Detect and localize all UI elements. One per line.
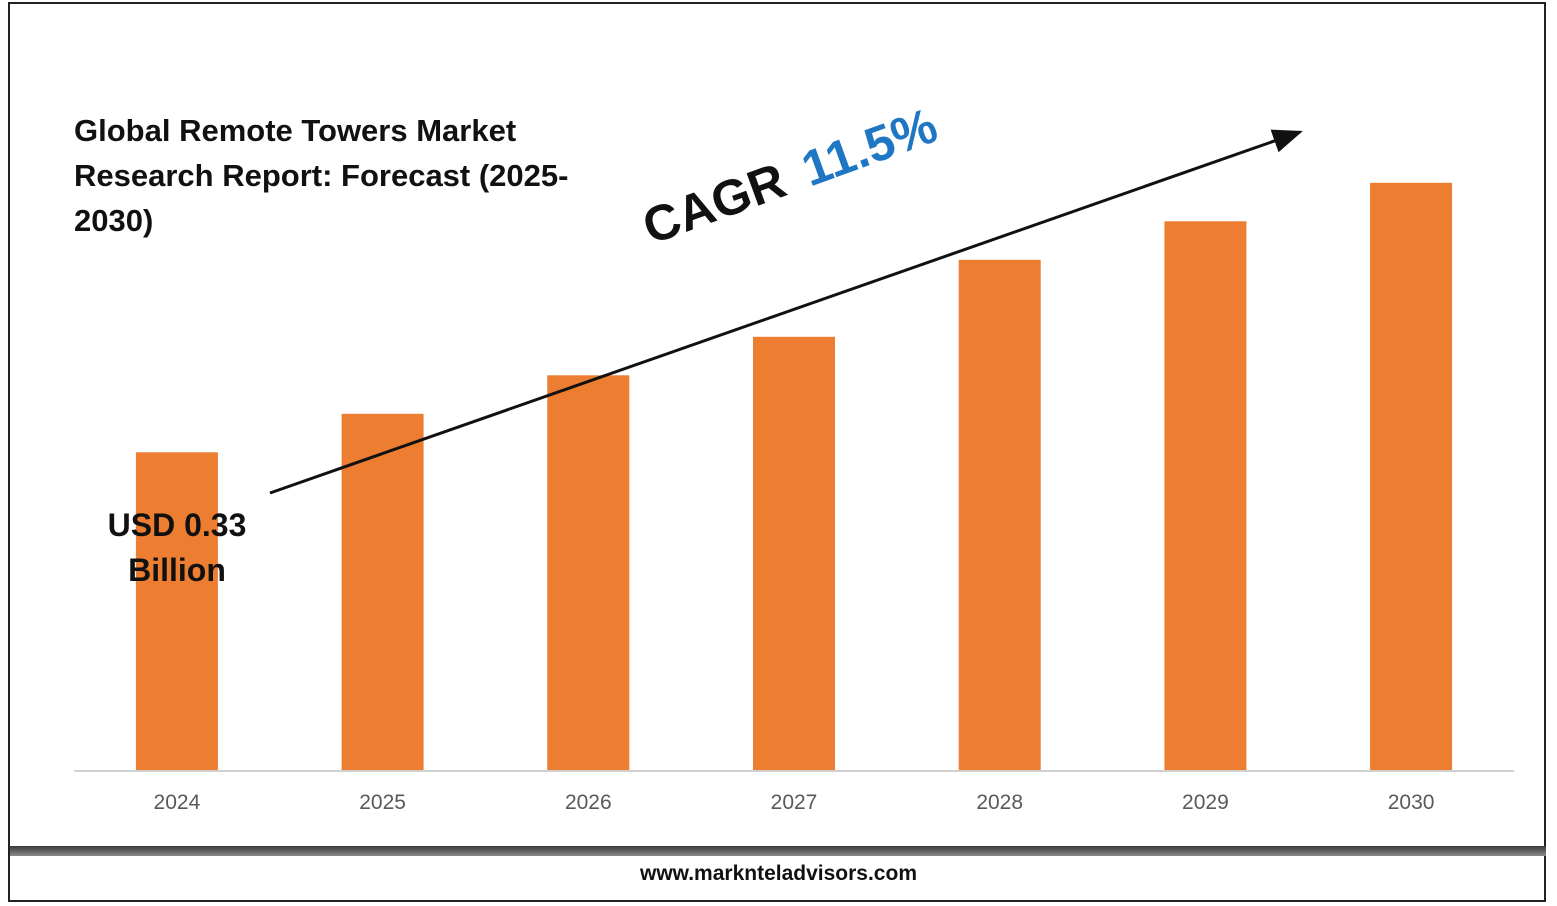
x-axis-ticks: 2024 2025 2026 2027 2028 2029 2030 [154, 791, 1435, 814]
trend-arrow [269, 129, 1303, 495]
chart-title: Global Remote Towers Market Research Rep… [74, 113, 569, 238]
bar-2027 [753, 336, 835, 770]
x-tick-label: 2029 [1182, 791, 1229, 814]
x-tick-label: 2026 [565, 791, 612, 814]
start-value-label: USD 0.33 Billion [107, 507, 247, 588]
x-tick-label: 2027 [771, 791, 818, 814]
bar-2025 [341, 413, 424, 770]
bar-2026 [547, 375, 630, 770]
bar-2024 [135, 452, 218, 770]
bar-2030 [1370, 182, 1453, 771]
bar-2028 [958, 259, 1041, 770]
bar-2029 [1164, 221, 1247, 771]
x-tick-label: 2025 [359, 791, 406, 814]
x-tick-label: 2024 [154, 791, 201, 814]
bars-group [135, 182, 1453, 771]
footer-divider [10, 846, 1546, 856]
footer-website: www.marknteladvisors.com [640, 862, 917, 885]
x-tick-label: 2030 [1388, 791, 1435, 814]
x-tick-label: 2028 [976, 791, 1023, 814]
